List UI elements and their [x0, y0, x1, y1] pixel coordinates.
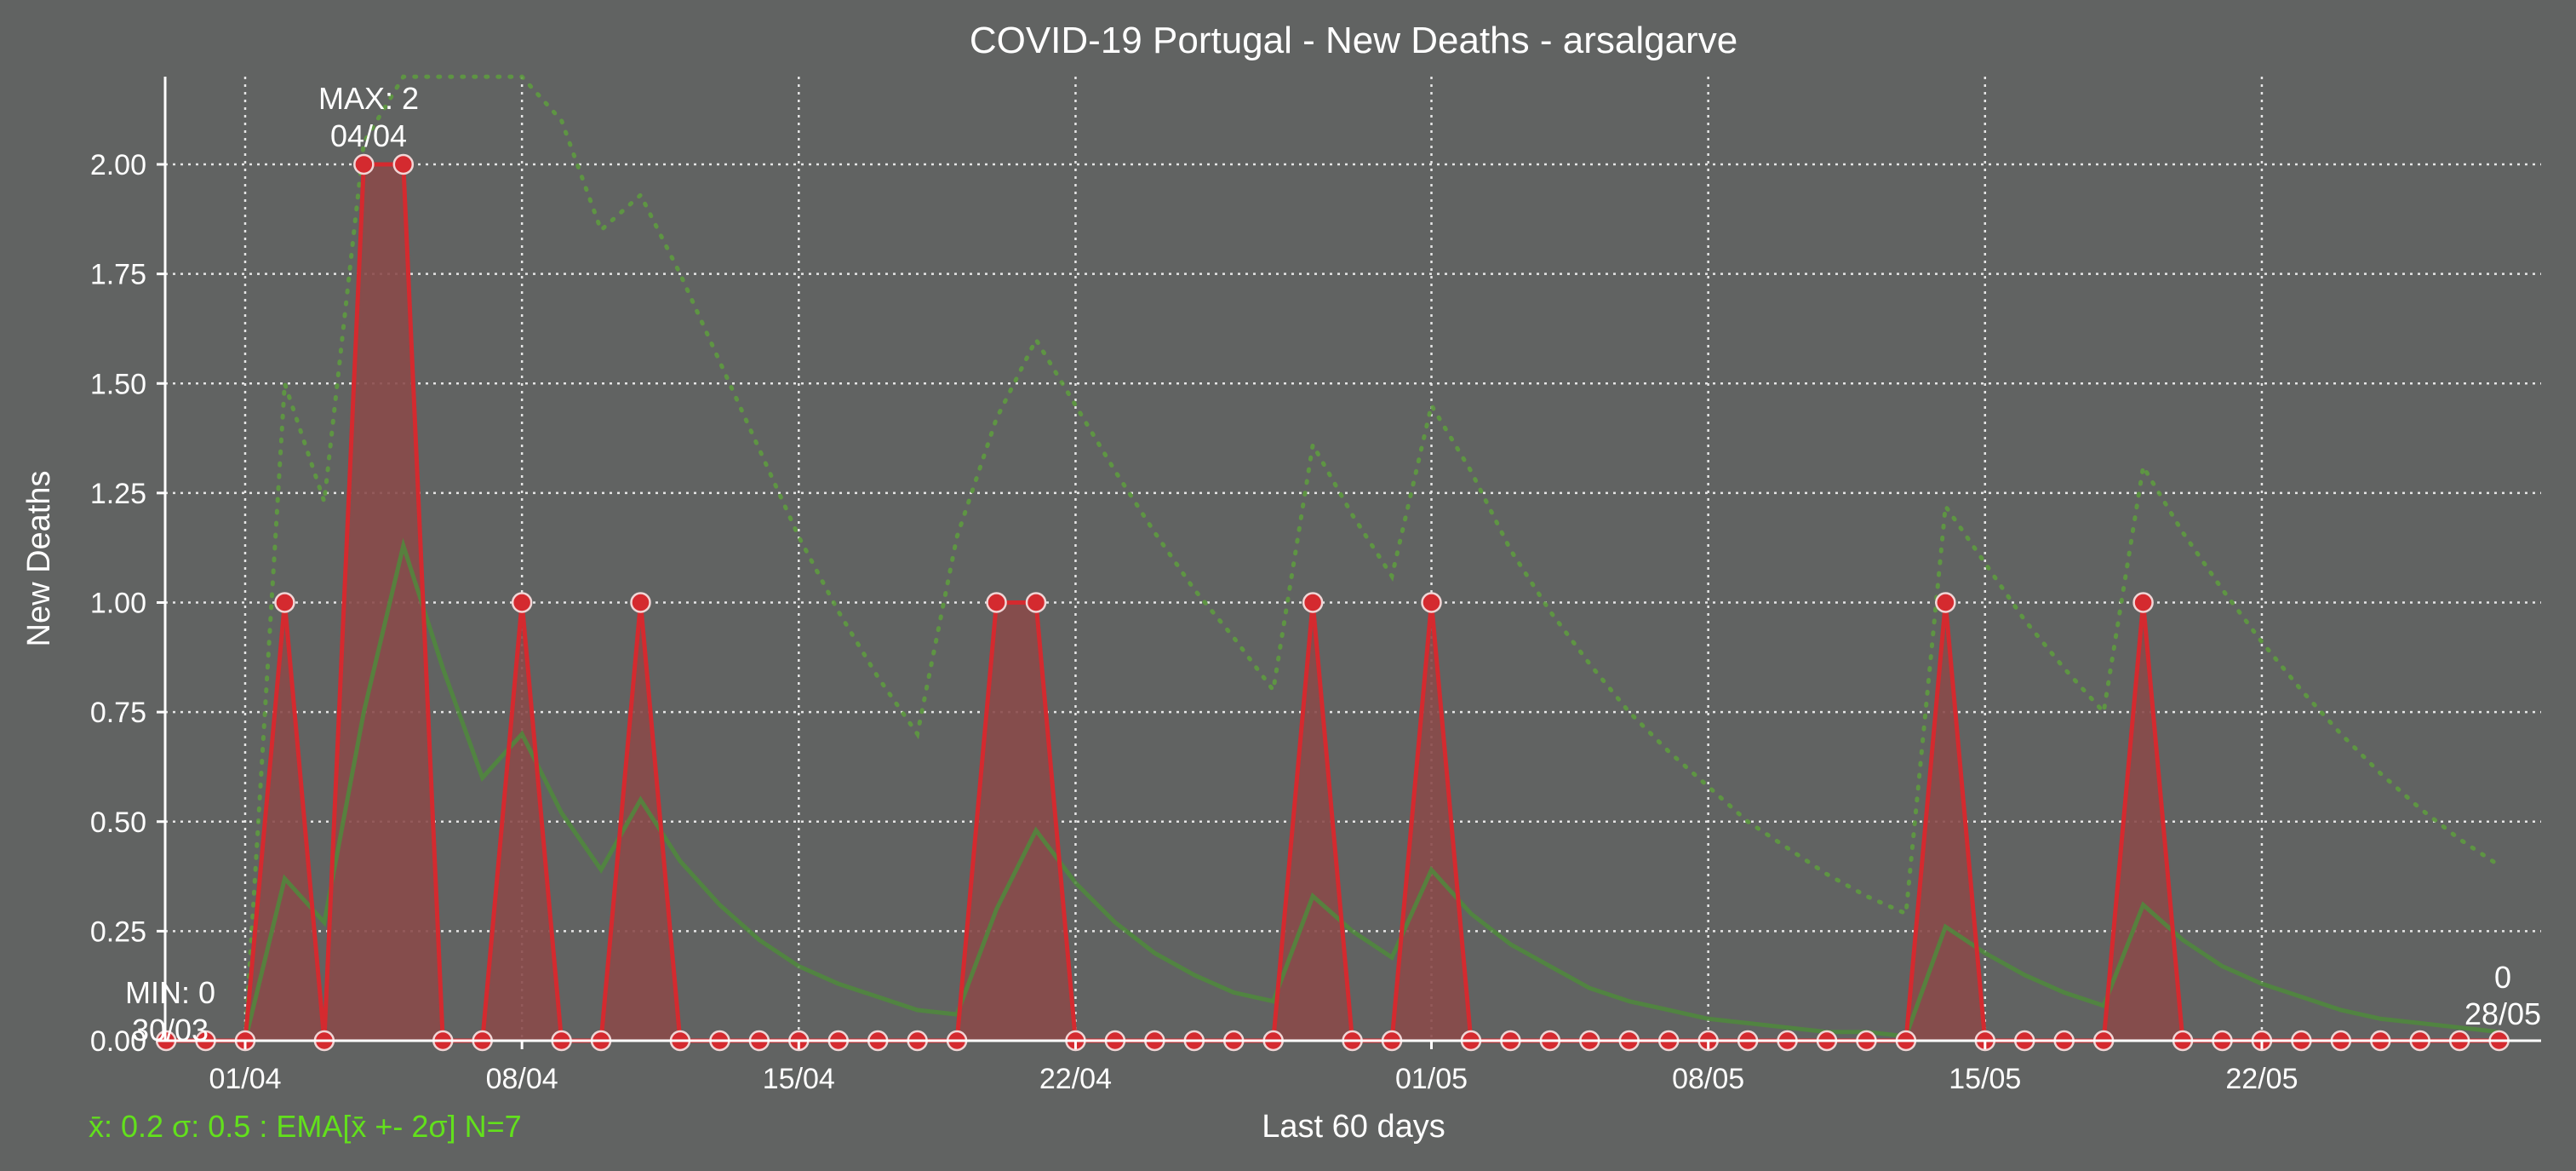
x-axis-label: Last 60 days [1262, 1109, 1445, 1145]
ema-upper-band [163, 74, 2502, 1043]
stats-text: x̄: 0.2 σ: 0.5 : EMA[x̄ +- 2σ] N=7 [89, 1109, 522, 1144]
x-tick-label: 08/04 [486, 1063, 558, 1095]
y-tick-label: 0.75 [90, 697, 146, 729]
chart-title: COVID-19 Portugal - New Deaths - arsalga… [970, 20, 1737, 61]
data-point [353, 153, 375, 175]
y-tick-label: 1.75 [90, 259, 146, 291]
x-tick-label: 22/04 [1039, 1063, 1112, 1095]
y-tick-label: 1.50 [90, 368, 146, 400]
y-axis-label: New Deaths [21, 471, 57, 647]
deaths-line-path [166, 162, 2499, 1043]
data-point [1935, 592, 1956, 613]
deaths-line [166, 162, 2499, 1043]
x-tick-label: 01/05 [1395, 1063, 1468, 1095]
y-tick-label: 2.00 [90, 149, 146, 181]
x-tick-label: 22/05 [2225, 1063, 2298, 1095]
x-tick-label: 15/04 [763, 1063, 835, 1095]
y-tick-label: 1.25 [90, 478, 146, 510]
x-ticks: 01/04 08/04 15/04 22/04 01/05 08/05 15/05 22/05 [209, 1041, 2298, 1095]
data-point [392, 153, 415, 175]
data-point [274, 592, 295, 613]
data-point [1421, 592, 1442, 613]
max-date: 04/04 [330, 118, 407, 153]
data-point [986, 592, 1007, 613]
data-point [630, 592, 651, 613]
y-tick-label: 0.50 [90, 806, 146, 839]
last-value: 0 [2494, 960, 2511, 995]
last-date: 28/05 [2464, 996, 2541, 1031]
min-label: MIN: 0 [125, 975, 215, 1010]
y-tick-label: 0.00 [90, 1025, 146, 1058]
y-tick-label: 1.00 [90, 588, 146, 620]
y-tick-label: 0.25 [90, 916, 146, 948]
data-point [1025, 592, 1047, 613]
data-point [511, 592, 533, 613]
deaths-area-fill [166, 164, 2499, 1041]
x-tick-label: 15/05 [1949, 1063, 2021, 1095]
x-tick-label: 08/05 [1672, 1063, 1744, 1095]
data-point [2132, 592, 2154, 613]
data-point [1302, 592, 1324, 613]
y-ticks: 0.00 0.25 0.50 0.75 1.00 1.25 1.50 1.75 2.00 [90, 149, 165, 1058]
axes [163, 77, 2541, 1042]
min-date: 30/03 [132, 1013, 209, 1048]
deaths-area [166, 164, 2499, 1041]
x-tick-label: 01/04 [209, 1063, 281, 1095]
max-label: MAX: 2 [318, 81, 419, 116]
